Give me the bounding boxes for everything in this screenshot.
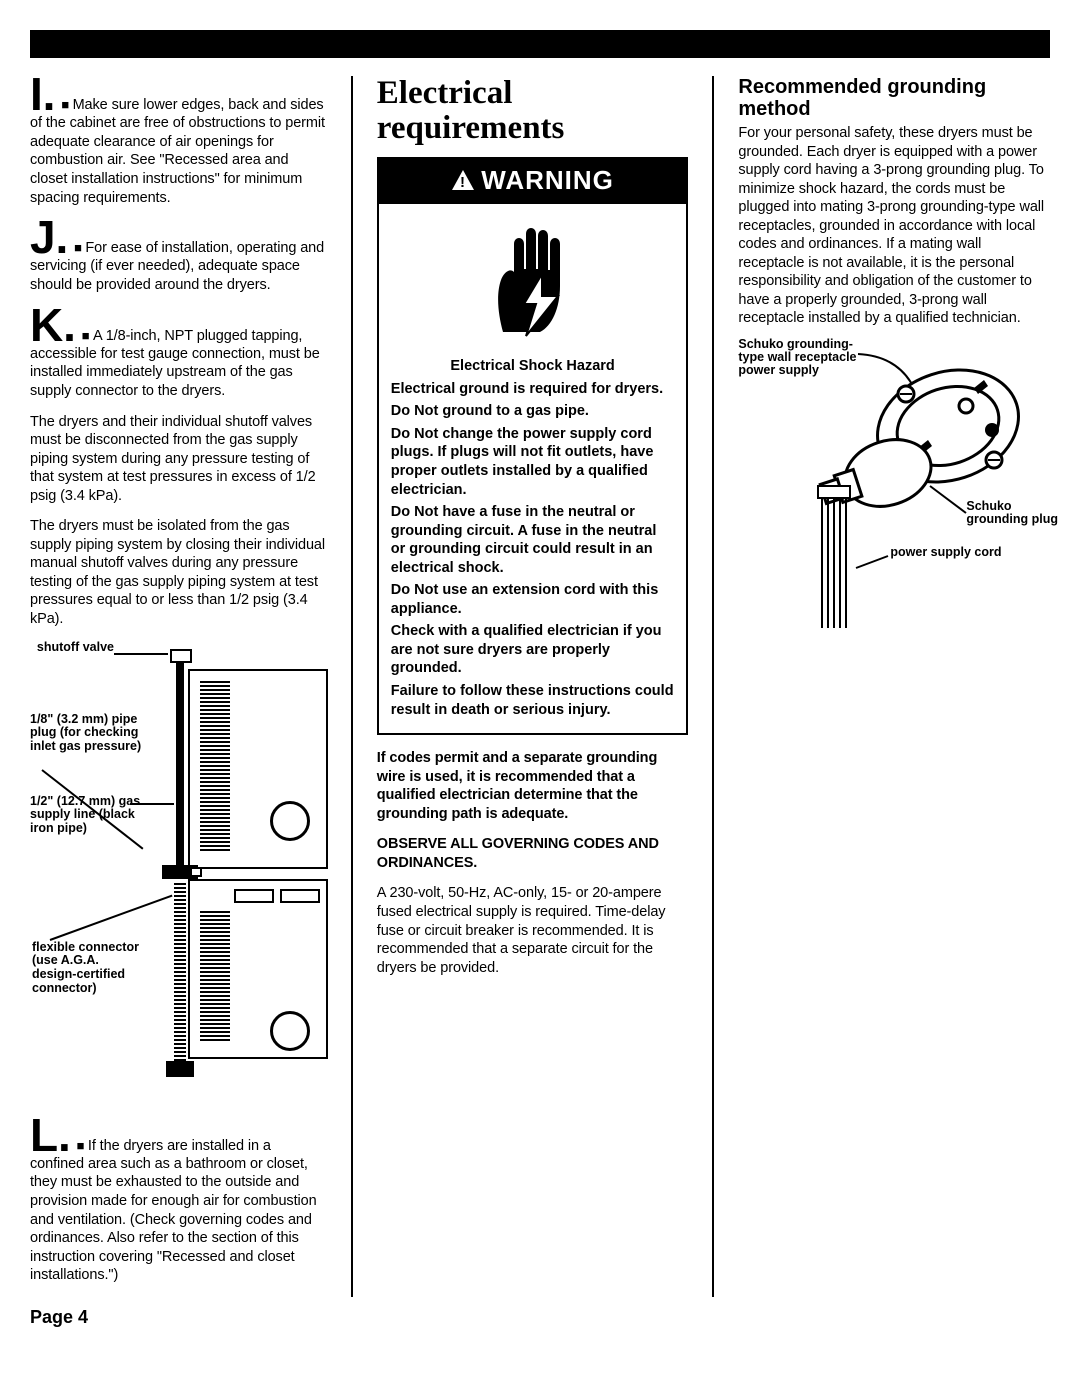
w7: Failure to follow these instructions cou… — [391, 682, 675, 719]
ln-shutoff — [114, 653, 168, 655]
column-1: I. ■ Make sure lower edges, back and sid… — [30, 76, 327, 1297]
para-J: J. ■ For ease of installation, operating… — [30, 219, 327, 294]
after2: A 230-volt, 50-Hz, AC-only, 15- or 20-am… — [377, 884, 689, 977]
warning-label: WARNING — [481, 165, 614, 195]
warning-body: Electrical Shock Hazard Electrical groun… — [379, 353, 687, 733]
w4: Do Not have a fuse in the neutral or gro… — [391, 503, 675, 577]
grounding-title: Recommended grounding method — [738, 76, 1050, 120]
w2: Do Not ground to a gas pipe. — [391, 402, 675, 421]
bullet-icon: ■ — [61, 97, 72, 112]
w6: Check with a qualified electrician if yo… — [391, 622, 675, 678]
bottom-fitting — [166, 1061, 194, 1077]
plug-glyph — [190, 867, 202, 877]
schuko-svg — [738, 338, 1058, 638]
bullet-icon: ■ — [74, 240, 85, 255]
para-K1: K. ■ A 1/8-inch, NPT plugged tapping, ac… — [30, 307, 327, 401]
page-number: Page 4 — [30, 1307, 1050, 1328]
grounding-body: For your personal safety, these dryers m… — [738, 124, 1050, 328]
w3: Do Not change the power supply cord plug… — [391, 425, 675, 499]
shutoff-glyph — [170, 649, 192, 663]
letter-L: L. — [30, 1117, 71, 1154]
lbl-cord: power supply cord — [890, 546, 1010, 559]
flex-connector — [174, 881, 186, 1061]
ln-flexible — [50, 894, 173, 940]
after1: If codes permit and a separate grounding… — [377, 749, 689, 823]
para-K2: The dryers and their individual shutoff … — [30, 413, 327, 506]
observe: OBSERVE ALL GOVERNING CODES AND ORDINANC… — [377, 835, 689, 872]
schuko-diagram: Schuko grounding-type wall receptacle po… — [738, 338, 1050, 658]
letter-I: I. — [30, 76, 55, 113]
top-bar — [30, 30, 1050, 58]
ctrl-left — [234, 889, 274, 903]
lbl-shutoff: shutoff valve — [34, 641, 114, 655]
w5: Do Not use an extension cord with this a… — [391, 581, 675, 618]
text-L: If the dryers are installed in a confine… — [30, 1137, 317, 1283]
lbl-pipe-plug: 1/8" (3.2 mm) pipe plug (for checking in… — [30, 713, 150, 754]
main-columns: I. ■ Make sure lower edges, back and sid… — [30, 76, 1050, 1297]
gas-diagram: shutoff valve 1/8" (3.2 mm) pipe plug (f… — [30, 641, 327, 1111]
hatch-upper — [200, 681, 230, 851]
text-I: Make sure lower edges, back and sides of… — [30, 97, 325, 206]
letter-J: J. — [30, 219, 68, 256]
column-3: Recommended grounding method For your pe… — [738, 76, 1050, 1297]
para-L: L. ■ If the dryers are installed in a co… — [30, 1117, 327, 1285]
bullet-icon: ■ — [77, 1137, 88, 1152]
bullet-icon: ■ — [82, 327, 93, 342]
hatch-lower — [200, 911, 230, 1041]
w1: Electrical ground is required for dryers… — [391, 380, 675, 399]
letter-K: K. — [30, 307, 76, 344]
lbl-flexible: flexible connector (use A.G.A. design-ce… — [32, 941, 142, 996]
warning-heading: Electrical Shock Hazard — [391, 357, 675, 376]
door-lower — [270, 1011, 310, 1051]
divider-2 — [712, 76, 714, 1297]
column-2: Electrical requirements ! WARNING Electr… — [377, 76, 689, 1297]
warning-box: ! WARNING Electrical Shock Hazard Electr… — [377, 157, 689, 735]
para-K3: The dryers must be isolated from the gas… — [30, 517, 327, 628]
divider-1 — [351, 76, 353, 1297]
lbl-plug: Schuko grounding plug — [966, 500, 1066, 526]
shock-hand-icon — [468, 214, 598, 344]
ln-gas-supply — [130, 803, 174, 805]
door-upper — [270, 801, 310, 841]
gas-pipe — [176, 651, 184, 871]
svg-text:!: ! — [460, 174, 466, 191]
warning-header: ! WARNING — [379, 159, 687, 204]
para-I: I. ■ Make sure lower edges, back and sid… — [30, 76, 327, 207]
lbl-gas-supply: 1/2" (12.7 mm) gas supply line (black ir… — [30, 795, 156, 836]
ctrl-right — [280, 889, 320, 903]
section-title-electrical: Electrical requirements — [377, 76, 689, 145]
shock-icon-area — [379, 204, 687, 353]
warning-triangle-icon: ! — [451, 167, 475, 198]
